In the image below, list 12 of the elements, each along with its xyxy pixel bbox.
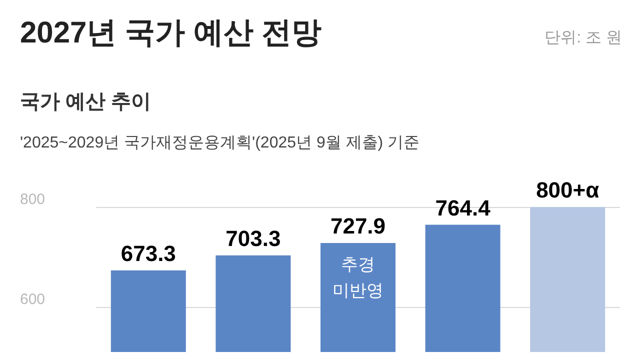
data-label: 727.9 [330, 214, 386, 239]
text: '2025~2029년 국가재정운용계획'(2025년 9월 제출) 기준 [20, 134, 420, 152]
text: 단위: 조 원 [544, 30, 622, 46]
y-tick-label: 600 [20, 291, 46, 308]
chart-title: 2027년 국가 예산 전망 [20, 16, 322, 50]
data-label: 673.3 [120, 240, 176, 266]
y-tick-label: 800 [20, 191, 46, 208]
data-label: 703.3 [226, 226, 281, 251]
annotation: 추경 미반영 [332, 255, 384, 300]
data-label: 800+α [536, 178, 600, 202]
chart-subtitle: 국가 예산 추이 [20, 91, 152, 113]
data-label: 764.4 [435, 195, 492, 220]
